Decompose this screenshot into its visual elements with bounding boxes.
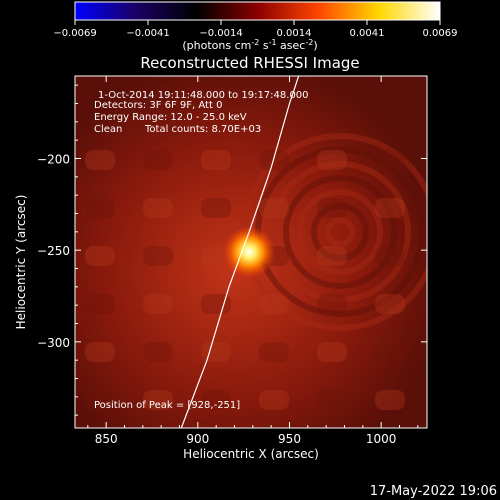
sidelobe-blob	[375, 150, 405, 170]
sidelobe-blob	[259, 390, 289, 410]
sidelobe-blob	[85, 246, 115, 266]
colorbar-tick-label: 0.0041	[350, 28, 385, 39]
sidelobe-ring	[283, 175, 397, 289]
colorbar	[74, 1, 441, 21]
sidelobe-blob	[259, 342, 289, 362]
sidelobe-blob	[201, 150, 231, 170]
annotation-peak-position: Position of Peak = [928,-251]	[94, 400, 240, 411]
sidelobe-blob	[201, 198, 231, 218]
x-axis-label: Heliocentric X (arcsec)	[183, 447, 319, 461]
x-tick-label: 850	[95, 432, 118, 446]
sidelobe-blob	[143, 390, 173, 410]
x-tick-label: 1000	[366, 432, 397, 446]
sidelobe-blob	[317, 294, 347, 314]
sidelobe-blob	[85, 198, 115, 218]
y-tick-label: −250	[37, 244, 70, 258]
sidelobe-blob	[143, 294, 173, 314]
sidelobe-blob	[259, 198, 289, 218]
sidelobe-ring	[269, 161, 411, 303]
plot-frame	[74, 75, 428, 429]
annotation-detectors: Detectors: 3F 6F 9F, Att 0	[94, 100, 222, 111]
y-tick-label: −300	[37, 336, 70, 350]
solar-limb-curve	[180, 76, 300, 428]
flare-peak-source	[223, 226, 276, 278]
sidelobe-blob	[143, 150, 173, 170]
sidelobe-blob	[85, 150, 115, 170]
sidelobe-blob	[317, 150, 347, 170]
sidelobe-blob	[317, 198, 347, 218]
colorbar-tick-label: 0.0014	[277, 28, 312, 39]
sidelobe-blob	[375, 342, 405, 362]
sidelobe-blob	[317, 390, 347, 410]
sidelobe-blob	[375, 198, 405, 218]
sidelobe-blob	[85, 390, 115, 410]
sidelobe-blob	[317, 342, 347, 362]
sidelobe-blob	[259, 294, 289, 314]
sidelobe-blob	[85, 294, 115, 314]
x-tick-label: 900	[186, 432, 209, 446]
sidelobe-blob	[143, 198, 173, 218]
heatmap-image	[75, 76, 427, 428]
sidelobe-blob	[201, 342, 231, 362]
sidelobe-blob	[143, 246, 173, 266]
annotation-energy: Energy Range: 12.0 - 25.0 keV	[94, 112, 247, 123]
annotation-time: 1-Oct-2014 19:11:48.000 to 19:17:48.000	[98, 90, 309, 101]
sidelobe-blob	[317, 246, 347, 266]
sidelobe-blob	[375, 246, 405, 266]
sidelobe-blob	[201, 390, 231, 410]
y-tick-label: −200	[37, 153, 70, 167]
sidelobe-blob	[201, 294, 231, 314]
sidelobe-blob	[259, 150, 289, 170]
sidelobe-ring	[311, 203, 369, 261]
x-tick-label: 950	[278, 432, 301, 446]
y-axis-label: Heliocentric Y (arcsec)	[14, 195, 28, 330]
sidelobe-ring	[297, 189, 383, 275]
colorbar-tick-label: −0.0014	[199, 28, 242, 39]
colorbar-units: (photons cm-2 s-1 asec-2)	[182, 38, 317, 52]
axes: 850 900 950 1000 −200 −250 −300	[37, 76, 427, 446]
colorbar-tick-label: −0.0041	[126, 28, 169, 39]
colorbar-tick-label: 0.0069	[423, 28, 458, 39]
colorbar-ticks: −0.0069 −0.0041 −0.0014 0.0014 0.0041 0.0069	[53, 20, 458, 39]
annotation-clean: Clean	[94, 124, 122, 135]
sidelobe-blob	[85, 342, 115, 362]
annotation-counts: Total counts: 8.70E+03	[144, 124, 261, 135]
sidelobe-blob	[375, 294, 405, 314]
sidelobe-blob	[143, 342, 173, 362]
sidelobe-blob	[375, 390, 405, 410]
sidelobe-ring	[325, 217, 355, 247]
plot-timestamp: 17-May-2022 19:06	[370, 484, 497, 499]
chart-title: Reconstructed RHESSI Image	[140, 54, 359, 72]
colorbar-tick-label: −0.0069	[53, 28, 96, 39]
